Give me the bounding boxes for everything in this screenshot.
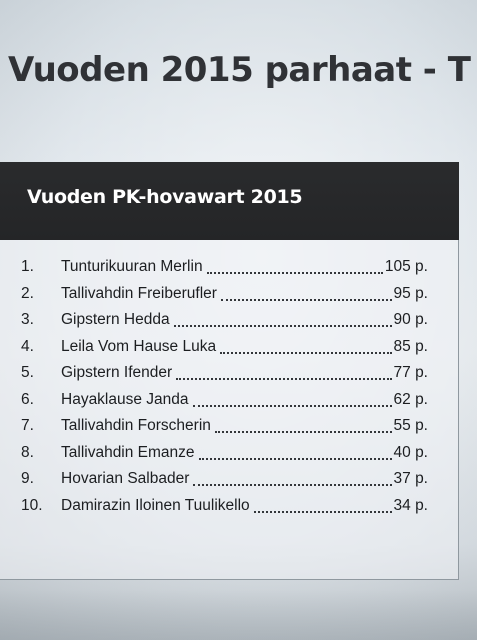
rank-number: 3. [21, 311, 34, 328]
rank-number: 5. [21, 364, 34, 381]
dot-leader [176, 378, 392, 380]
rank-number: 7. [21, 417, 34, 434]
rank-number: 8. [21, 443, 34, 461]
dog-name: Tallivahdin Forscherin [61, 417, 211, 434]
dot-leader [253, 510, 392, 513]
dog-name: Damirazin Iloinen Tuulikello [61, 496, 250, 514]
dot-leader [206, 272, 383, 274]
rank-number: 6. [21, 390, 34, 408]
ranking-row: 7. Tallivahdin Forscherin 55 p. [0, 417, 460, 443]
dot-leader [193, 484, 392, 486]
rank-number: 4. [21, 337, 34, 355]
ranking-row: 10. Damirazin Iloinen Tuulikello 34 p. [0, 497, 460, 523]
points-value: 105 p. [384, 258, 428, 275]
dot-leader [198, 457, 392, 460]
dot-leader [220, 351, 392, 354]
rank-number: 2. [21, 284, 34, 302]
rank-number: 1. [21, 258, 34, 275]
points-value: 37 p. [393, 470, 428, 487]
ranking-row: 5. Gipstern Ifender 77 p. [0, 364, 460, 390]
page-title: Vuoden 2015 parhaat - T [8, 50, 471, 90]
points-value: 77 p. [393, 364, 428, 381]
dog-name: Gipstern Ifender [61, 364, 173, 381]
dog-name: Tunturikuuran Merlin [61, 258, 203, 275]
ranking-box-header [0, 162, 459, 240]
rank-number: 9. [21, 470, 34, 487]
ranking-row: 1. Tunturikuuran Merlin 105 p. [0, 258, 460, 284]
dot-leader [192, 404, 392, 407]
dot-leader [220, 298, 392, 301]
rank-number: 10. [21, 496, 43, 514]
dog-name: Tallivahdin Freiberufler [61, 284, 217, 302]
dog-name: Leila Vom Hause Luka [61, 337, 217, 355]
points-value: 34 p. [393, 496, 428, 514]
dog-name: Hayaklause Janda [61, 390, 189, 408]
dot-leader [173, 325, 392, 327]
points-value: 95 p. [393, 284, 428, 302]
ranking-box-title: Vuoden PK-hovawart 2015 [27, 186, 303, 208]
dot-leader [214, 431, 392, 433]
ranking-row: 4. Leila Vom Hause Luka 85 p. [0, 338, 460, 364]
ranking-row: 3. Gipstern Hedda 90 p. [0, 311, 460, 337]
points-value: 62 p. [393, 390, 428, 408]
dog-name: Tallivahdin Emanze [61, 443, 195, 461]
points-value: 90 p. [393, 311, 428, 328]
ranking-row: 8. Tallivahdin Emanze 40 p. [0, 444, 460, 470]
ranking-row: 9. Hovarian Salbader 37 p. [0, 470, 460, 496]
dog-name: Gipstern Hedda [61, 311, 170, 328]
dog-name: Hovarian Salbader [61, 470, 190, 487]
bottom-shadow [0, 590, 477, 640]
points-value: 40 p. [393, 443, 428, 461]
ranking-row: 6. Hayaklause Janda 62 p. [0, 391, 460, 417]
points-value: 85 p. [393, 337, 428, 355]
points-value: 55 p. [393, 417, 428, 434]
ranking-row: 2. Tallivahdin Freiberufler 95 p. [0, 285, 460, 311]
